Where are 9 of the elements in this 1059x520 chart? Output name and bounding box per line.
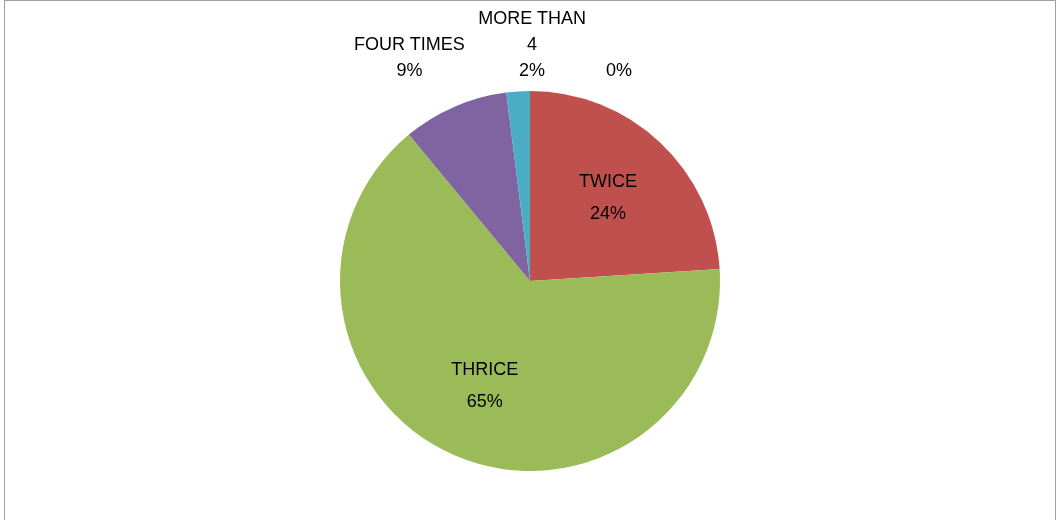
data-label: 2% (519, 59, 546, 80)
slice-label: TWICE (579, 170, 638, 191)
text: 0% (605, 59, 633, 80)
data-label: 65% (466, 390, 503, 411)
data-label: 9% (396, 59, 423, 80)
slice-label: FOUR TIMES (354, 33, 465, 54)
slice-label: MORE THAN 4 (478, 7, 586, 54)
slice-label: THRICE (451, 358, 519, 379)
data-label: 24% (590, 202, 627, 223)
